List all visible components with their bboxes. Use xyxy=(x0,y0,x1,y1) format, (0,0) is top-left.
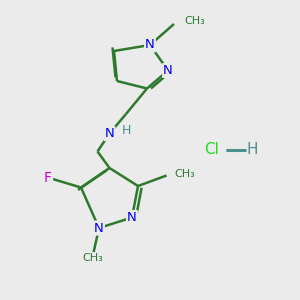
Text: N: N xyxy=(105,127,114,140)
Text: N: N xyxy=(94,221,104,235)
Text: F: F xyxy=(44,172,52,185)
Text: CH₃: CH₃ xyxy=(174,169,195,179)
Text: N: N xyxy=(127,211,137,224)
Text: N: N xyxy=(145,38,155,52)
Text: CH₃: CH₃ xyxy=(82,253,103,263)
Text: H: H xyxy=(246,142,258,158)
Text: N: N xyxy=(163,64,173,77)
Text: CH₃: CH₃ xyxy=(184,16,205,26)
Text: Cl: Cl xyxy=(204,142,219,158)
Text: H: H xyxy=(121,124,131,137)
